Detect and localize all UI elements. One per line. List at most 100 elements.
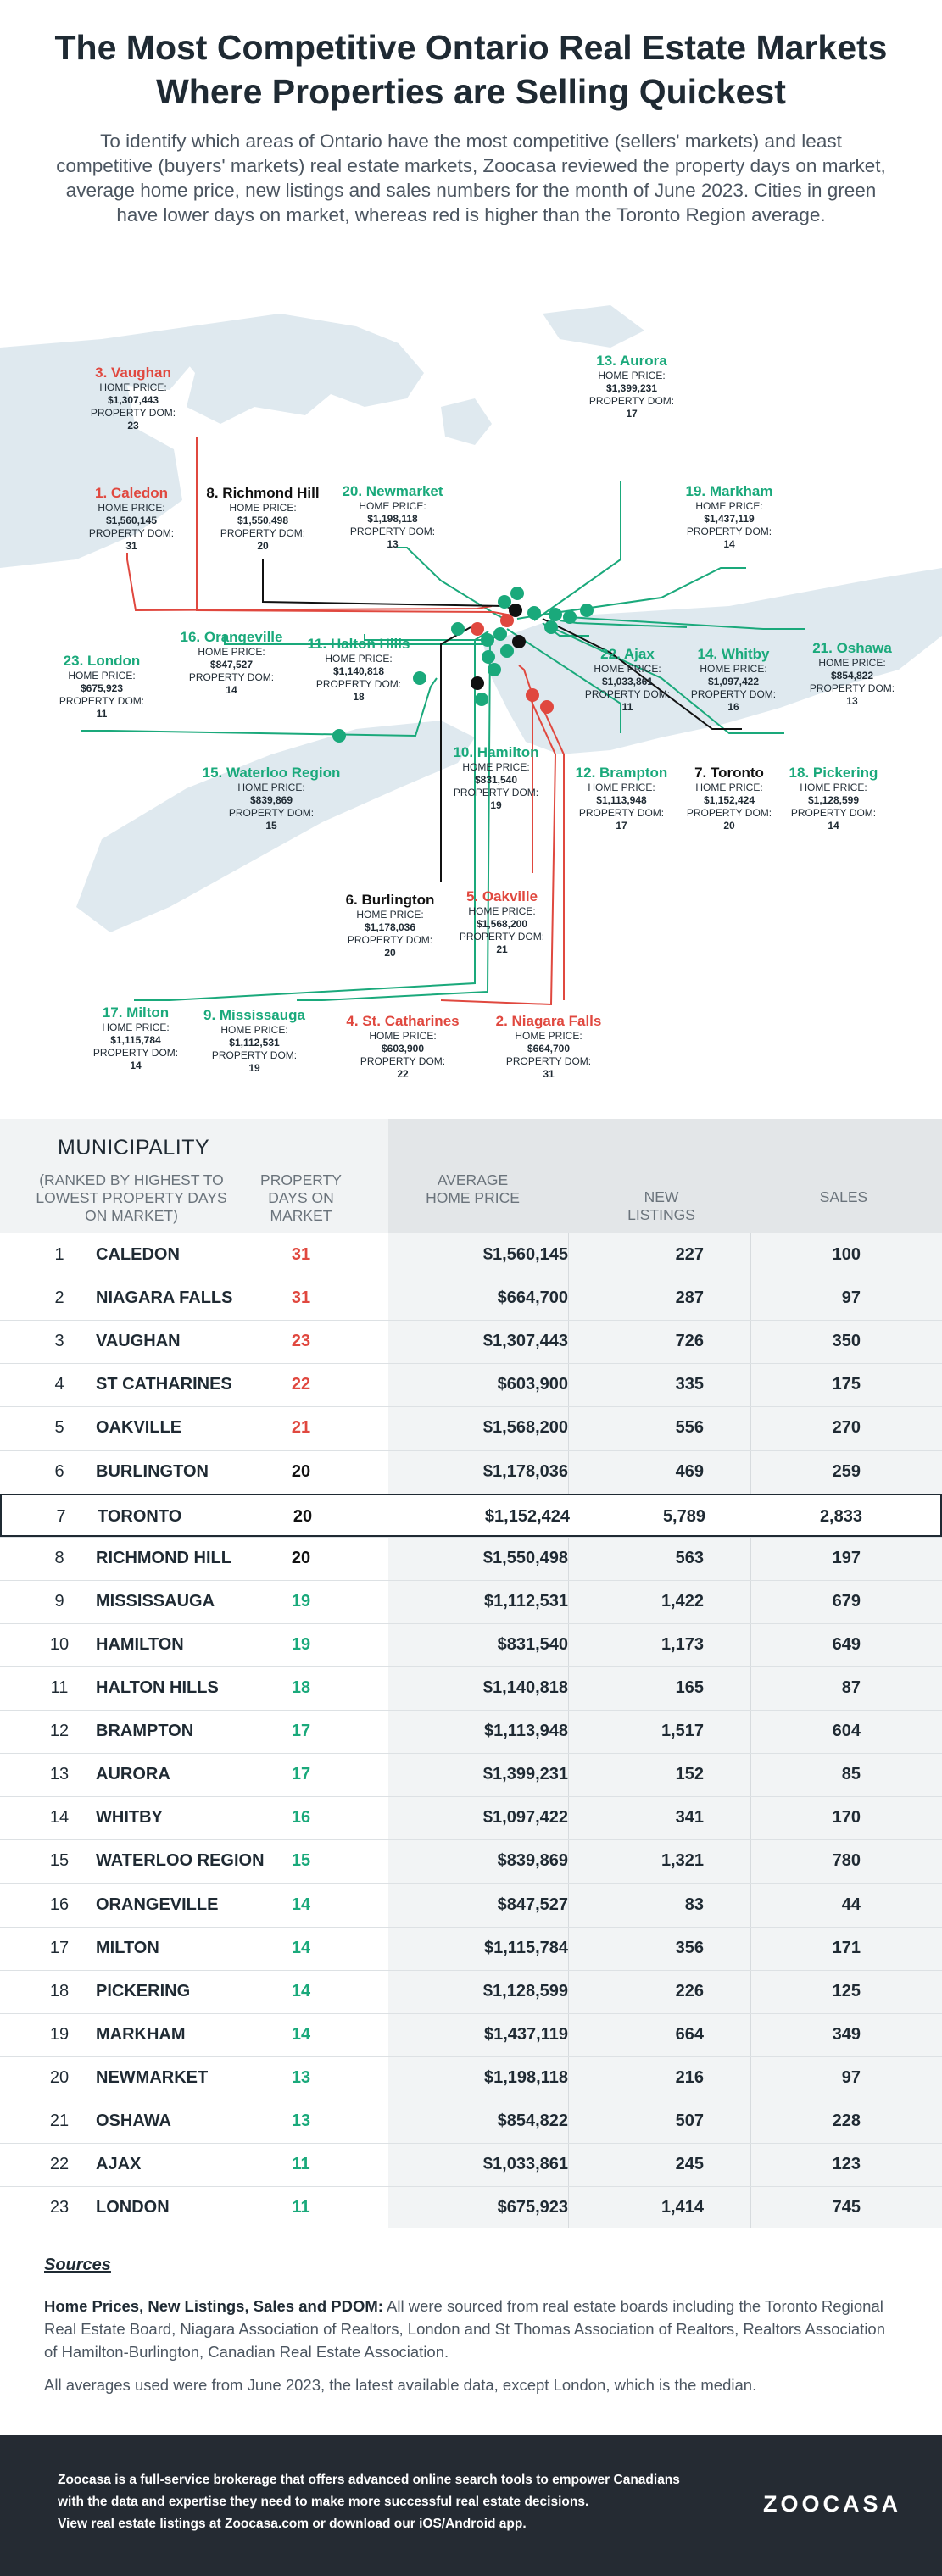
dot-aurora	[510, 587, 524, 600]
row-days-on-market: 19	[291, 1634, 311, 1654]
dot-hamilton	[475, 693, 488, 706]
footer-line-1: Zoocasa is a full-service brokerage that…	[58, 2473, 680, 2487]
row-average-price: $1,437,119	[484, 2024, 568, 2044]
row-divider	[0, 1579, 942, 1581]
leader-aurora	[516, 481, 621, 620]
dot-oakville	[488, 663, 501, 676]
row-divider	[0, 1449, 942, 1451]
row-divider	[0, 1666, 942, 1667]
row-average-price: $603,900	[497, 1375, 568, 1394]
dot-ajax	[549, 608, 562, 621]
table-row: 7 TORONTO 20 $1,152,424 5,789 2,833	[0, 1493, 942, 1537]
row-divider	[0, 1883, 942, 1884]
row-municipality: TORONTO	[98, 1506, 182, 1526]
row-days-on-market: 14	[291, 2024, 311, 2044]
row-sales: 170	[832, 1808, 861, 1828]
row-municipality: HALTON HILLS	[96, 1678, 219, 1697]
leader-caledon	[126, 553, 493, 612]
leader-vaughan	[196, 437, 508, 615]
label-waterloo: 15. Waterloo Region HOME PRICE: $839,869 …	[202, 765, 341, 832]
row-average-price: $1,560,145	[482, 1245, 568, 1264]
dot-whitby	[563, 610, 577, 624]
row-days-on-market: 11	[292, 2198, 310, 2217]
sources-section: Sources Home Prices, New Listings, Sales…	[0, 2228, 942, 2435]
row-municipality: AJAX	[96, 2155, 142, 2174]
table-row: 1 CALEDON 31 $1,560,145 227 100	[0, 1233, 942, 1277]
footer: Zoocasa is a full-service brokerage that…	[0, 2435, 942, 2576]
dot-milton	[482, 650, 495, 664]
row-divider	[0, 1796, 942, 1798]
lake-simcoe-shape	[441, 398, 492, 445]
table-row: 6 BURLINGTON 20 $1,178,036 469 259	[0, 1450, 942, 1494]
row-new-listings: 341	[675, 1808, 704, 1828]
row-new-listings: 1,414	[661, 2198, 704, 2217]
row-sales: 270	[832, 1418, 861, 1438]
row-new-listings: 1,173	[661, 1634, 704, 1654]
row-days-on-market: 13	[291, 2067, 311, 2087]
row-days-on-market: 17	[291, 1765, 311, 1784]
row-municipality: WATERLOO REGION	[96, 1851, 265, 1871]
row-days-on-market: 17	[291, 1722, 311, 1741]
dot-haltonhills	[481, 633, 494, 647]
header-municipality: MUNICIPALITY	[58, 1136, 210, 1160]
row-new-listings: 726	[675, 1332, 704, 1351]
row-new-listings: 1,517	[661, 1722, 704, 1741]
row-rank: 19	[49, 2024, 70, 2044]
row-new-listings: 83	[684, 1894, 704, 1914]
row-rank: 22	[49, 2155, 70, 2174]
row-sales: 85	[841, 1765, 861, 1784]
zoocasa-logo[interactable]: ZOOCASA	[763, 2491, 901, 2517]
row-rank: 10	[49, 1634, 70, 1654]
label-caledon: 1. Caledon HOME PRICE: $1,560,145 PROPERT…	[88, 485, 175, 552]
row-divider	[0, 2056, 942, 2057]
leader-newmarket	[397, 547, 505, 620]
row-new-listings: 469	[675, 1461, 704, 1481]
row-average-price: $1,550,498	[482, 1548, 568, 1567]
row-municipality: PICKERING	[96, 1981, 191, 2000]
row-new-listings: 556	[675, 1418, 704, 1438]
row-average-price: $1,097,422	[482, 1808, 568, 1828]
dot-stcatharines	[526, 688, 539, 702]
row-municipality: NIAGARA FALLS	[96, 1288, 233, 1308]
row-municipality: OAKVILLE	[96, 1418, 182, 1438]
row-average-price: $1,198,118	[484, 2067, 568, 2087]
row-sales: 259	[832, 1461, 861, 1481]
label-oshawa: 21. Oshawa HOME PRICE: $854,822 PROPERTY …	[809, 640, 895, 707]
row-average-price: $1,568,200	[482, 1418, 568, 1438]
row-days-on-market: 21	[291, 1418, 311, 1438]
label-london: 23. London HOME PRICE: $675,923 PROPERTY …	[59, 653, 145, 720]
row-average-price: $1,140,818	[482, 1678, 568, 1697]
row-municipality: MISSISSAUGA	[96, 1591, 215, 1611]
label-toronto: 7. Toronto HOME PRICE: $1,152,424 PROPERT…	[686, 765, 772, 832]
row-municipality: BRAMPTON	[96, 1722, 194, 1741]
row-days-on-market: 15	[291, 1851, 311, 1871]
row-average-price: $1,128,599	[482, 1981, 568, 2000]
label-pickering: 18. Pickering HOME PRICE: $1,128,599 PROP…	[789, 765, 878, 832]
row-average-price: $1,115,784	[484, 1938, 568, 1957]
row-sales: 604	[832, 1722, 861, 1741]
table-row: 13 AURORA 17 $1,399,231 152 85	[0, 1753, 942, 1796]
row-days-on-market: 20	[293, 1506, 313, 1526]
table-row: 18 PICKERING 14 $1,128,599 226 125	[0, 1970, 942, 2013]
lake-erie-shape	[76, 721, 475, 932]
row-divider	[0, 1753, 942, 1755]
row-days-on-market: 14	[291, 1981, 311, 2000]
row-divider	[0, 1622, 942, 1624]
row-new-listings: 1,422	[661, 1591, 704, 1611]
table-row: 19 MARKHAM 14 $1,437,119 664 349	[0, 2013, 942, 2056]
row-municipality: WHITBY	[96, 1808, 163, 1828]
table-row: 2 NIAGARA FALLS 31 $664,700 287 97	[0, 1277, 942, 1320]
row-days-on-market: 22	[291, 1375, 311, 1394]
table-row: 12 BRAMPTON 17 $1,113,948 1,517 604	[0, 1710, 942, 1753]
row-days-on-market: 31	[291, 1288, 311, 1308]
dot-mississauga	[500, 644, 514, 658]
row-divider	[0, 1536, 942, 1538]
row-divider	[0, 2143, 942, 2145]
row-divider	[0, 1320, 942, 1321]
row-new-listings: 165	[675, 1678, 704, 1697]
row-days-on-market: 20	[291, 1548, 311, 1567]
table-row: 11 HALTON HILLS 18 $1,140,818 165 87	[0, 1666, 942, 1710]
header-price: AVERAGE HOME PRICE	[426, 1171, 520, 1206]
header-municipality-sub: (RANKED BY HIGHEST TO LOWEST PROPERTY DA…	[36, 1171, 227, 1224]
label-milton: 17. Milton HOME PRICE: $1,115,784 PROPERT…	[92, 1004, 179, 1071]
